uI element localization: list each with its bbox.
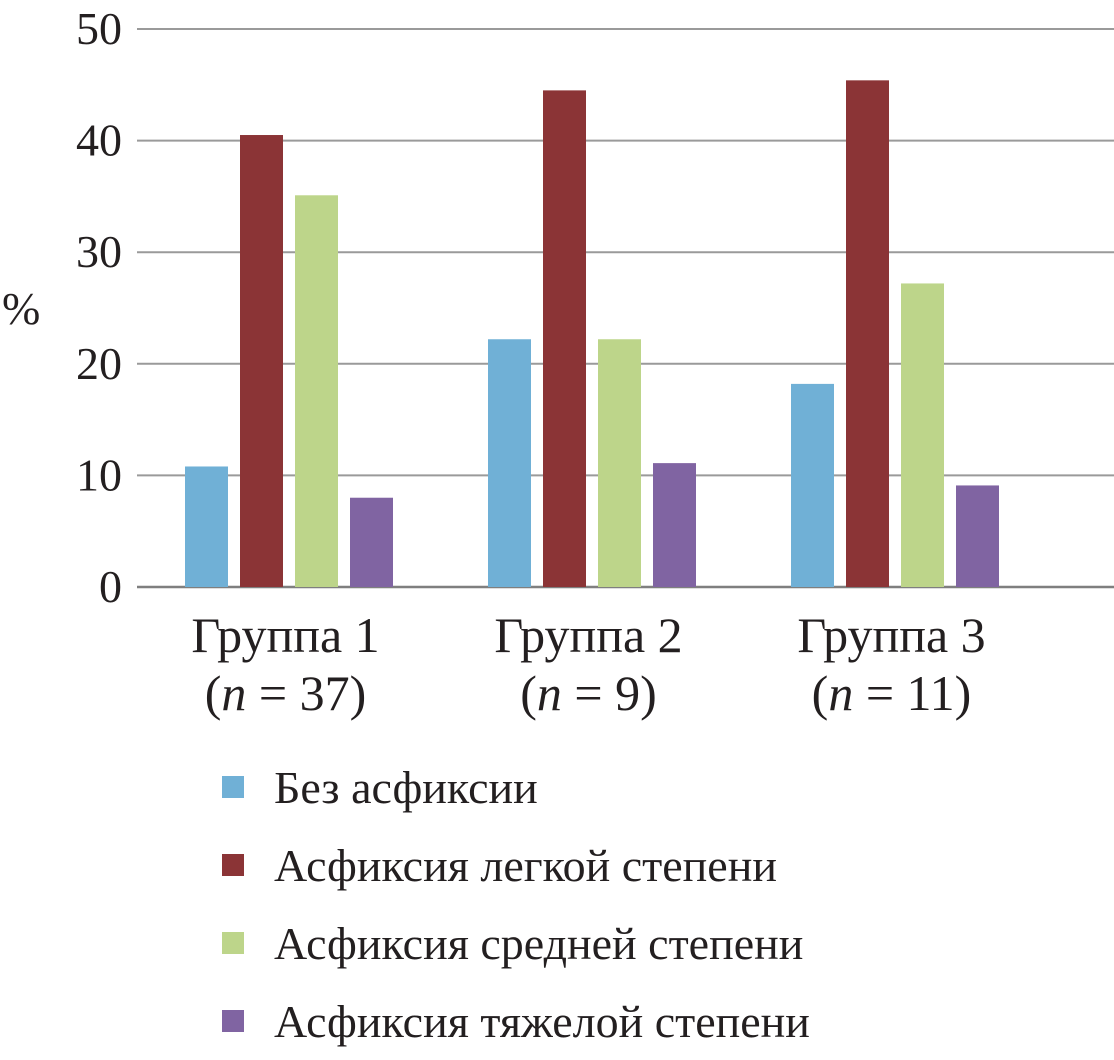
legend-swatch-severe-asphyxia (222, 1010, 244, 1032)
legend-label-mild-asphyxia: Асфиксия легкой степени (274, 839, 777, 891)
x-tick-sublabel-group1: (n = 37) (205, 665, 367, 721)
y-tick-label-20: 20 (76, 338, 122, 389)
legend: Без асфиксии Асфиксия легкой степени Асф… (222, 748, 810, 1060)
legend-label-moderate-asphyxia: Асфиксия средней степени (274, 917, 804, 969)
y-tick-label-50: 50 (76, 3, 122, 54)
legend-swatch-moderate-asphyxia (222, 932, 244, 954)
legend-item-severe-asphyxia: Асфиксия тяжелой степени (222, 982, 810, 1060)
bar-series4-group3 (956, 485, 999, 587)
bar-series3-group3 (901, 283, 944, 587)
bar-series2-group1 (240, 135, 283, 587)
y-tick-label-30: 30 (76, 226, 122, 277)
y-tick-label-0: 0 (99, 561, 122, 612)
bar-series3-group1 (295, 195, 338, 587)
y-tick-label-40: 40 (76, 115, 122, 166)
legend-swatch-no-asphyxia (222, 776, 244, 798)
legend-item-mild-asphyxia: Асфиксия легкой степени (222, 826, 810, 904)
legend-label-no-asphyxia: Без асфиксии (274, 761, 538, 813)
x-tick-sublabel-group3: (n = 11) (812, 665, 972, 721)
y-axis-label: % (2, 283, 40, 334)
legend-item-moderate-asphyxia: Асфиксия средней степени (222, 904, 810, 982)
bar-series1-group3 (791, 383, 834, 587)
bar-series3-group2 (598, 339, 641, 587)
bar-series2-group3 (846, 80, 889, 587)
legend-label-severe-asphyxia: Асфиксия тяжелой степени (274, 995, 810, 1047)
bar-series2-group2 (543, 90, 586, 587)
bar-series4-group2 (653, 463, 696, 587)
legend-swatch-mild-asphyxia (222, 854, 244, 876)
y-tick-label-10: 10 (76, 449, 122, 500)
bar-series1-group2 (488, 339, 531, 587)
x-tick-label-group1: Группа 1 (191, 607, 379, 663)
x-tick-label-group2: Группа 2 (494, 607, 682, 663)
bar-series1-group1 (185, 466, 228, 587)
x-tick-label-group3: Группа 3 (797, 607, 985, 663)
x-tick-sublabel-group2: (n = 9) (520, 665, 657, 721)
bar-series4-group1 (350, 497, 393, 587)
legend-item-no-asphyxia: Без асфиксии (222, 748, 810, 826)
